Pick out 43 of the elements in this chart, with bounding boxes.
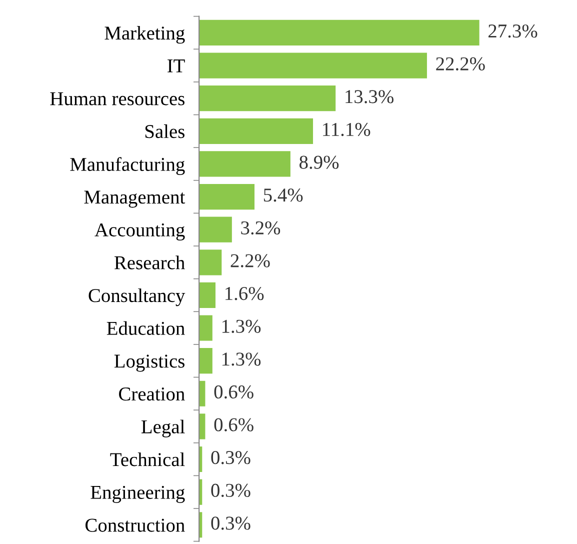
data-label: 2.2%: [230, 254, 270, 268]
y-tick-label: Logistics: [114, 354, 184, 372]
bar: [199, 216, 232, 242]
bar: [199, 118, 314, 144]
y-tick-label: Construction: [86, 518, 185, 532]
y-tick-label: Education: [106, 321, 185, 335]
data-label: 1.6%: [226, 286, 264, 300]
y-tick-label: Manufacturing: [70, 157, 185, 176]
y-tick-label: Research: [114, 256, 185, 270]
data-label: 0.3%: [211, 484, 250, 498]
y-tick-label: Engineering: [90, 486, 185, 503]
data-label: 0.6%: [214, 385, 254, 399]
data-label: 3.2%: [241, 221, 280, 235]
data-label: 27.3%: [488, 24, 538, 38]
bar: [199, 250, 222, 276]
data-label: 0.3%: [211, 516, 250, 530]
y-tick-label: IT: [168, 60, 185, 72]
y-tick-label: Consultancy: [88, 288, 186, 306]
y-tick-label: Legal: [141, 420, 185, 438]
bar: [199, 20, 480, 46]
y-tick-label: Management: [84, 190, 186, 208]
data-label: 11.1%: [323, 122, 370, 136]
data-label: 8.9%: [300, 156, 339, 169]
y-tick-label: Accounting: [94, 223, 185, 240]
y-tick-label: Human resources: [50, 92, 184, 106]
bar: [199, 86, 336, 112]
bar: [199, 282, 216, 308]
data-label: 22.2%: [436, 57, 485, 70]
y-tick-label: Technical: [110, 452, 185, 466]
data-label: 1.3%: [222, 320, 261, 333]
y-tick-label: Creation: [119, 388, 185, 401]
bar: [199, 348, 212, 374]
bar: [199, 315, 212, 341]
data-label: 0.3%: [211, 451, 250, 464]
data-label: 0.6%: [214, 418, 254, 432]
data-label: 1.3%: [222, 352, 261, 366]
bar: [199, 151, 290, 177]
data-label: 13.3%: [346, 90, 394, 104]
y-tick-label: Marketing: [104, 26, 185, 44]
bar: [199, 52, 427, 78]
data-label: 5.4%: [264, 188, 303, 202]
y-tick-label: Sales: [145, 124, 184, 138]
bar: [199, 184, 254, 210]
